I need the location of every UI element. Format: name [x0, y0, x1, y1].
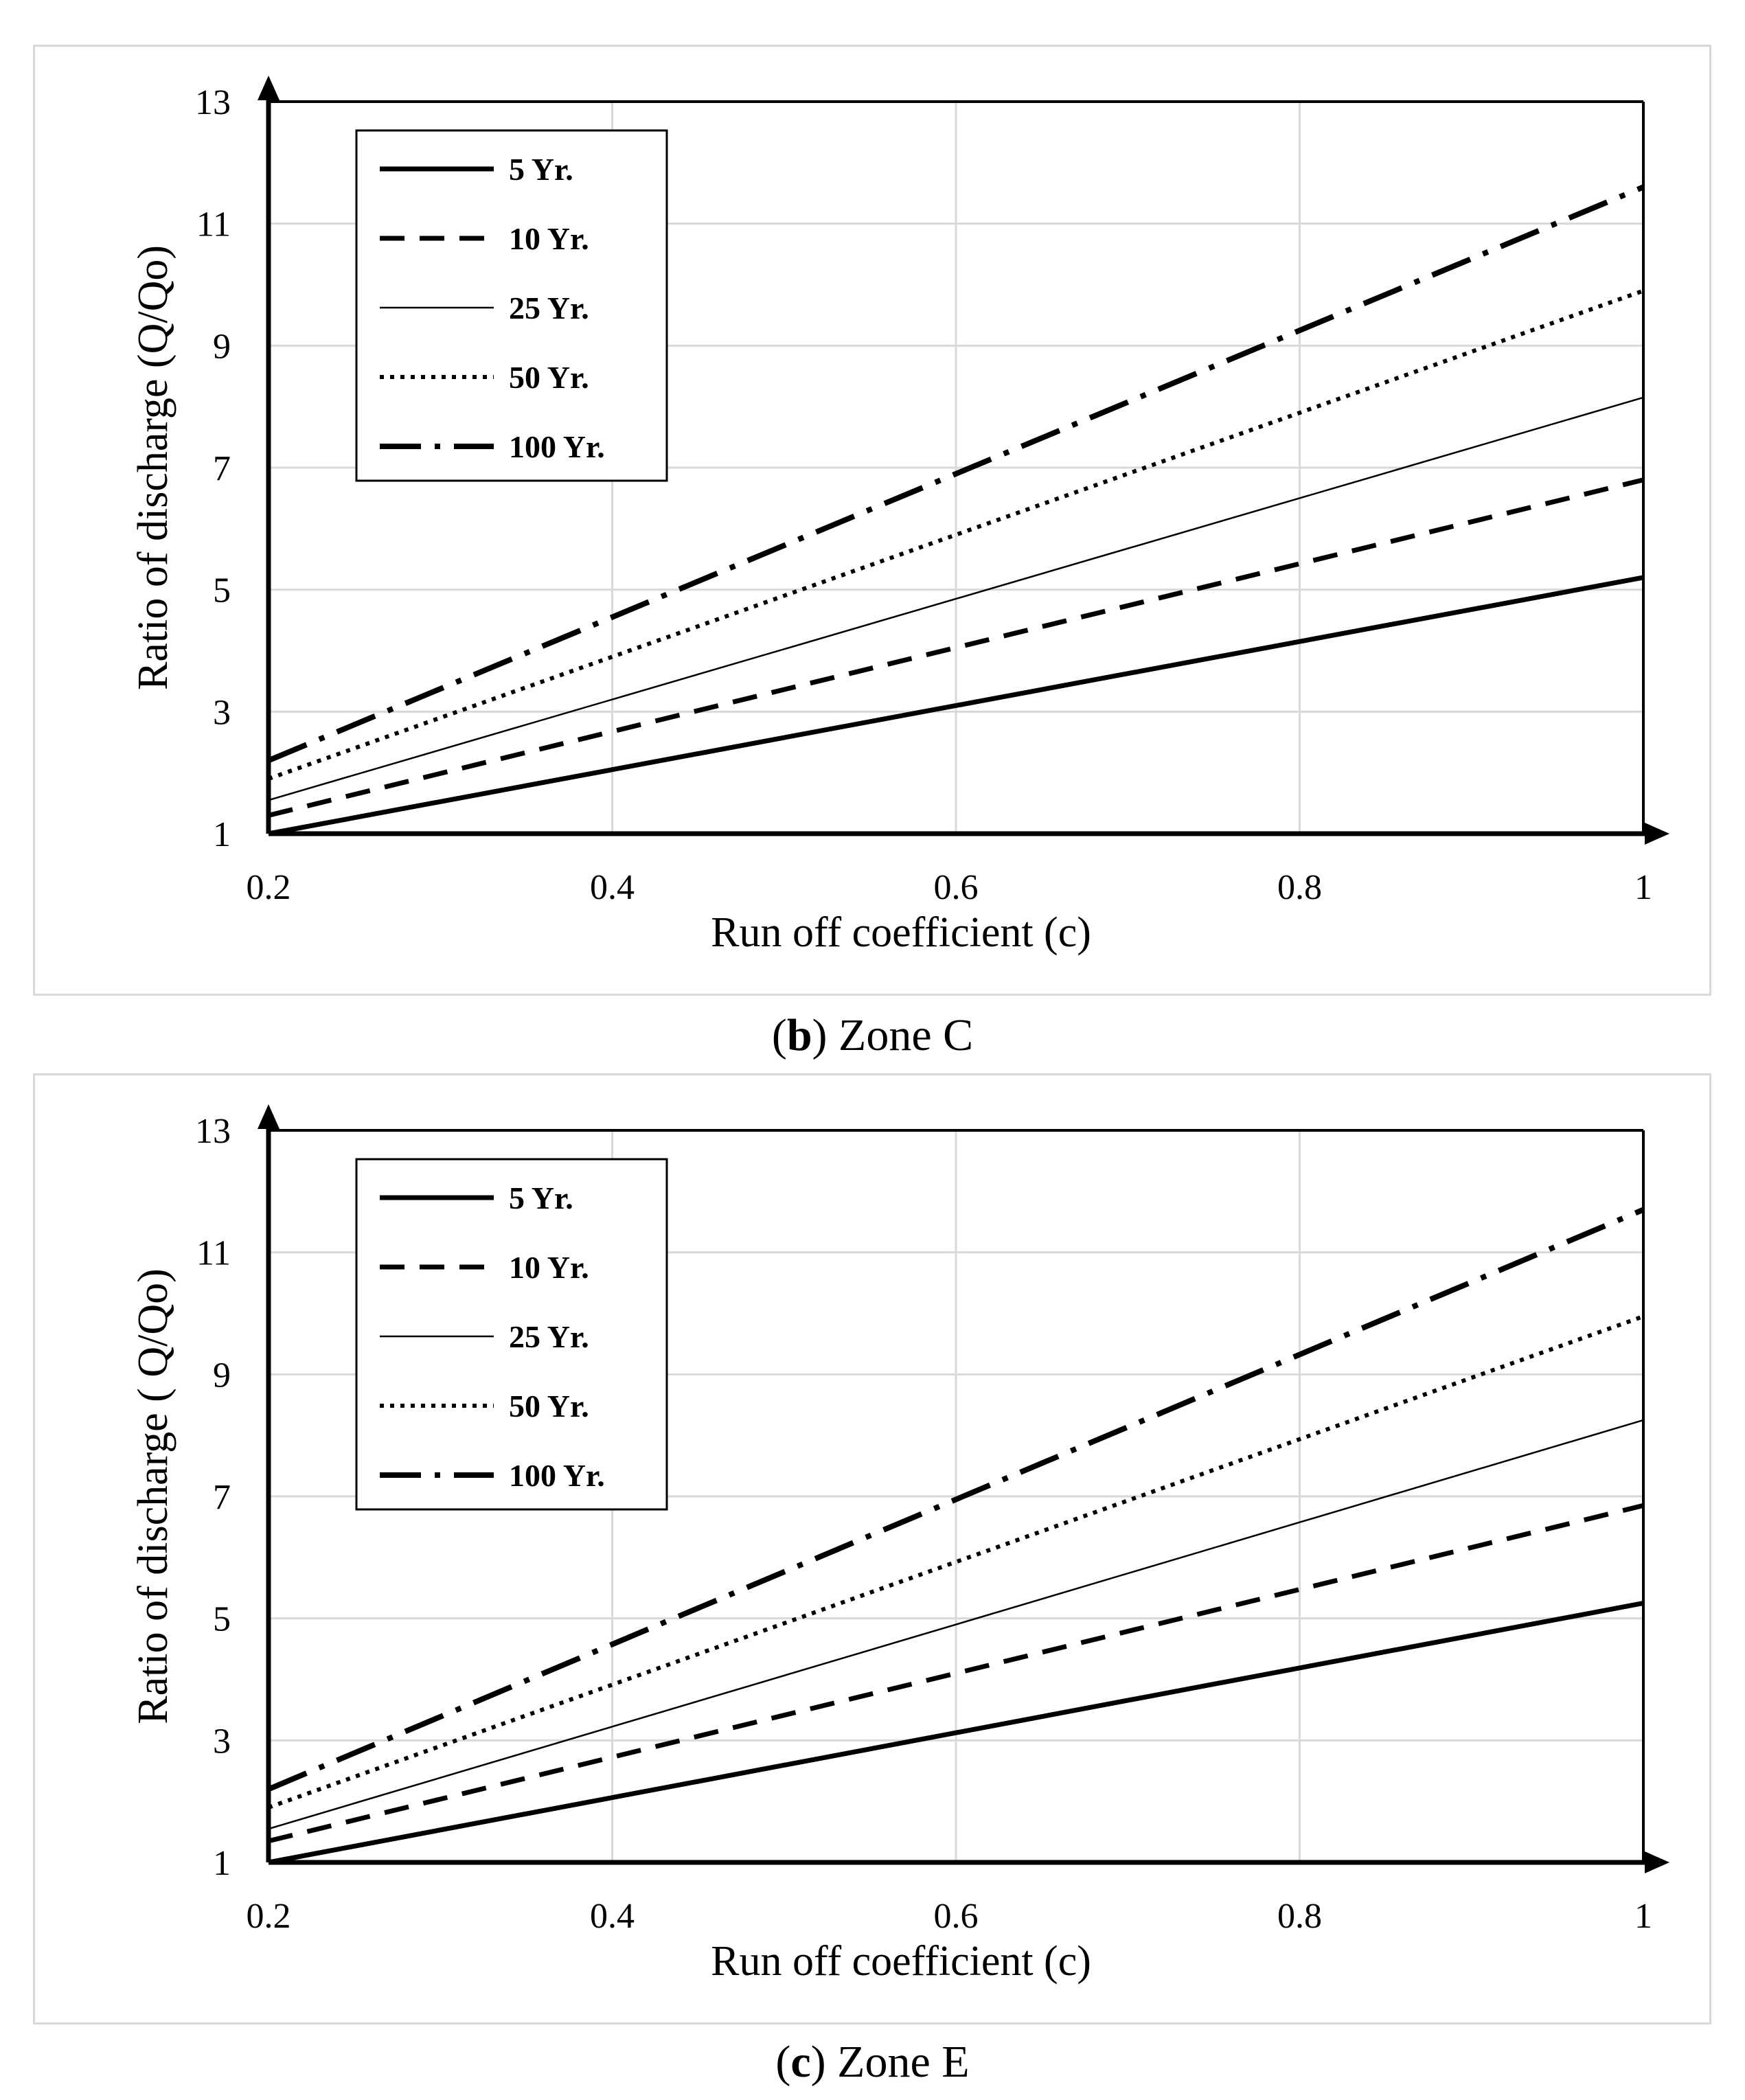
y-tick-label: 11	[196, 1234, 231, 1273]
y-axis-title: Ratio of discharge (Q/Qo)	[130, 245, 176, 690]
legend-label: 10 Yr.	[509, 221, 589, 256]
y-tick-label: 7	[213, 449, 231, 488]
x-tick-label: 1	[1634, 868, 1652, 907]
legend-label: 10 Yr.	[509, 1250, 589, 1285]
caption-panel-label: c	[790, 2037, 811, 2087]
caption-text: Zone C	[839, 1010, 974, 1060]
y-tick-label: 3	[213, 1722, 231, 1761]
series-line-10-yr	[268, 477, 1644, 818]
x-tick-label: 0.6	[934, 868, 979, 907]
x-tick-label: 0.6	[934, 1897, 979, 1936]
y-tick-label: 13	[195, 83, 231, 122]
legend-label: 50 Yr.	[509, 1389, 589, 1424]
caption-text: Zone E	[837, 2037, 970, 2087]
x-tick-label: 0.2	[247, 868, 291, 907]
x-tick-label: 0.4	[590, 1897, 635, 1936]
series-line-25-yr	[268, 396, 1644, 801]
legend-label: 5 Yr.	[509, 152, 573, 187]
y-tick-label: 7	[213, 1478, 231, 1517]
series-line-50-yr	[267, 1314, 1645, 1810]
y-tick-label: 5	[213, 571, 231, 610]
y-tick-label: 1	[213, 815, 231, 854]
legend-box	[355, 1158, 668, 1511]
legend-label: 50 Yr.	[509, 360, 589, 395]
y-tick-label: 11	[196, 205, 231, 244]
y-tick-label: 9	[213, 1356, 231, 1395]
figure-caption-zone-e: (c) Zone E	[775, 2037, 970, 2087]
y-tick-label: 13	[195, 1112, 231, 1151]
y-tick-label: 1	[213, 1844, 231, 1883]
series-line-10-yr	[268, 1503, 1644, 1844]
x-axis-title: Run off coefficient (c)	[711, 909, 1091, 956]
y-axis-arrow	[258, 76, 280, 100]
x-tick-label: 1	[1634, 1897, 1652, 1936]
x-tick-label: 0.4	[590, 868, 635, 907]
y-tick-label: 9	[213, 327, 231, 366]
y-axis-title: Ratio of discharge ( Q/Qo)	[130, 1268, 176, 1724]
series-line-5-yr	[268, 575, 1644, 836]
legend-box	[355, 129, 668, 482]
legend-label: 25 Yr.	[509, 290, 589, 326]
series-line-50-yr	[267, 288, 1645, 781]
x-axis-arrow	[1645, 1851, 1669, 1873]
series-line-100-yr	[267, 1207, 1645, 1792]
legend-label: 25 Yr.	[509, 1319, 589, 1354]
y-tick-label: 3	[213, 693, 231, 732]
legend-label: 5 Yr.	[509, 1180, 573, 1216]
y-axis-arrow	[258, 1104, 280, 1129]
legend-label: 100 Yr.	[509, 1458, 605, 1493]
legend: 5 Yr. 10 Yr. 25 Yr. 50 Yr. 100 Yr.	[355, 129, 668, 482]
caption-panel-label: b	[786, 1010, 812, 1060]
series-line-25-yr	[268, 1419, 1644, 1830]
chart-panel-zone-c: 0.2 0.4 0.6 0.8 1 1 3 5 7 9 11 13 Run off coefficien…	[33, 45, 1711, 996]
x-axis-title: Run off coefficient (c)	[711, 1938, 1091, 1985]
series-line-5-yr	[268, 1601, 1644, 1865]
legend-label: 100 Yr.	[509, 429, 605, 464]
y-tick-label: 5	[213, 1600, 231, 1639]
x-tick-label: 0.2	[247, 1897, 291, 1936]
legend: 5 Yr. 10 Yr. 25 Yr. 50 Yr. 100 Yr.	[355, 1158, 668, 1511]
figure-caption-zone-c: (b) Zone C	[771, 1010, 974, 1060]
series-line-100-yr	[267, 184, 1645, 764]
x-axis-arrow	[1645, 823, 1669, 845]
x-tick-label: 0.8	[1277, 868, 1322, 907]
x-tick-label: 0.8	[1277, 1897, 1322, 1936]
chart-panel-zone-e: 0.2 0.4 0.6 0.8 1 1 3 5 7 9 11 13 Run off coefficien…	[33, 1073, 1711, 2024]
